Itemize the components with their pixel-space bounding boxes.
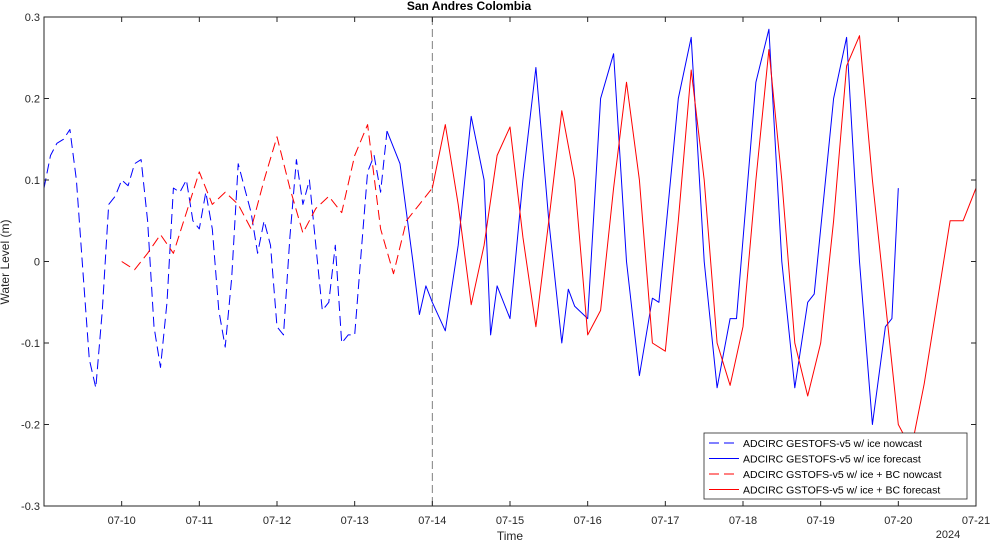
y-tick-label: 0.3 [25,12,40,24]
x-tick-label: 07-20 [884,515,912,527]
y-tick-label: -0.1 [21,338,40,350]
x-tick-label: 07-11 [186,515,213,527]
x-tick-label: 07-16 [574,515,602,527]
series-line-0 [44,129,388,389]
legend: ADCIRC GESTOFS-v5 w/ ice nowcast ADCIRC G… [703,432,968,500]
legend-label-3: ADCIRC GSTOFS-v5 w/ ice + BC forecast [743,485,940,497]
series-line-3 [431,35,976,450]
x-tick-label: 07-12 [263,515,291,527]
x-axis-label: Time [497,529,524,541]
year-label: 2024 [936,529,960,541]
chart-title: San Andres Colombia [407,0,532,13]
y-axis: -0.3 -0.2 -0.1 0 0.1 0.2 0.3 [21,12,976,513]
x-tick-label: 07-13 [341,515,369,527]
legend-label-1: ADCIRC GESTOFS-v5 w/ ice forecast [743,454,921,466]
y-tick-label: 0 [34,257,40,269]
legend-label-0: ADCIRC GESTOFS-v5 w/ ice nowcast [743,438,922,450]
x-tick-label: 07-18 [729,515,757,527]
series-layer [44,28,976,450]
x-tick-label: 07-19 [807,515,835,527]
x-axis: 07-10 07-11 07-12 07-13 07-14 07-15 07-16 07-17… [108,17,990,527]
series-line-2 [121,124,433,275]
x-tick-label: 07-21 [962,515,990,527]
y-tick-label: -0.3 [21,501,40,513]
x-tick-label: 07-17 [651,515,679,527]
x-tick-label: 07-10 [108,515,136,527]
y-axis-label: Water Level (m) [0,220,12,305]
y-tick-label: 0.1 [25,175,40,187]
legend-box [703,432,968,500]
legend-label-2: ADCIRC GSTOFS-v5 w/ ice + BC nowcast [743,469,942,481]
x-tick-label: 07-14 [418,515,446,527]
y-tick-label: 0.2 [25,94,40,106]
y-tick-label: -0.2 [21,420,40,432]
series-line-1 [386,28,899,425]
x-tick-label: 07-15 [496,515,524,527]
